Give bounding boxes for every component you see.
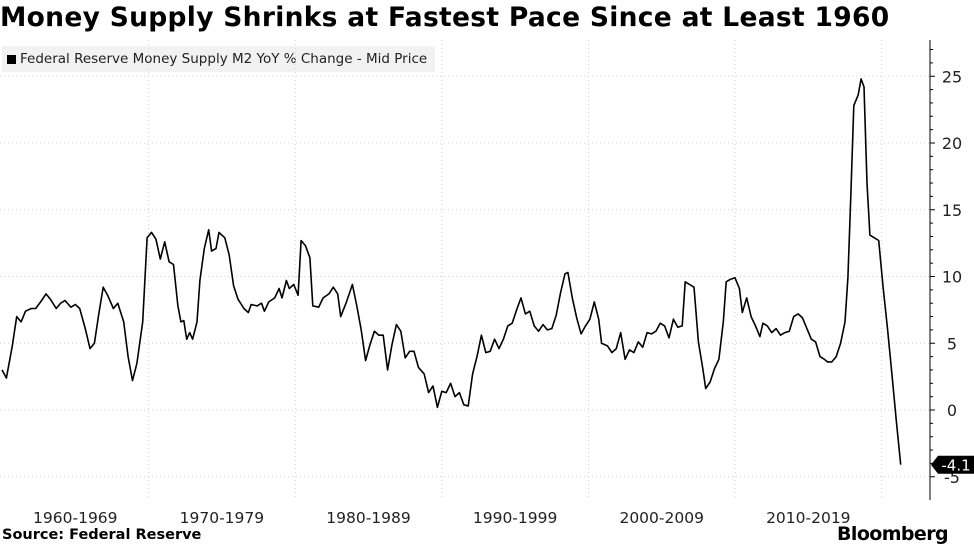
brand-logo: Bloomberg (837, 523, 949, 545)
y-tick-label: 15 (942, 201, 962, 220)
chart-source: Source: Federal Reserve (2, 527, 202, 543)
x-category-label: 2010-2019 (766, 509, 851, 527)
x-category-label: 2000-2009 (619, 509, 704, 527)
x-category-label: 1990-1999 (473, 509, 558, 527)
y-tick-label: 5 (947, 334, 957, 353)
chart-title: Money Supply Shrinks at Fastest Pace Sin… (0, 2, 890, 33)
y-tick-label: 10 (942, 268, 962, 287)
x-category-label: 1970-1979 (180, 509, 265, 527)
legend-label: Federal Reserve Money Supply M2 YoY % Ch… (20, 51, 428, 67)
x-category-label: 1960-1969 (33, 509, 118, 527)
series-line (1, 78, 902, 465)
chart-legend: Federal Reserve Money Supply M2 YoY % Ch… (2, 46, 436, 72)
y-tick-label: 25 (942, 67, 962, 86)
y-tick-label: 0 (947, 401, 957, 420)
last-value-label: -4.1 (941, 457, 970, 475)
y-tick-label: 20 (942, 134, 962, 153)
x-category-label: 1980-1989 (326, 509, 411, 527)
last-value-badge (931, 455, 974, 474)
legend-swatch-icon (7, 54, 16, 64)
